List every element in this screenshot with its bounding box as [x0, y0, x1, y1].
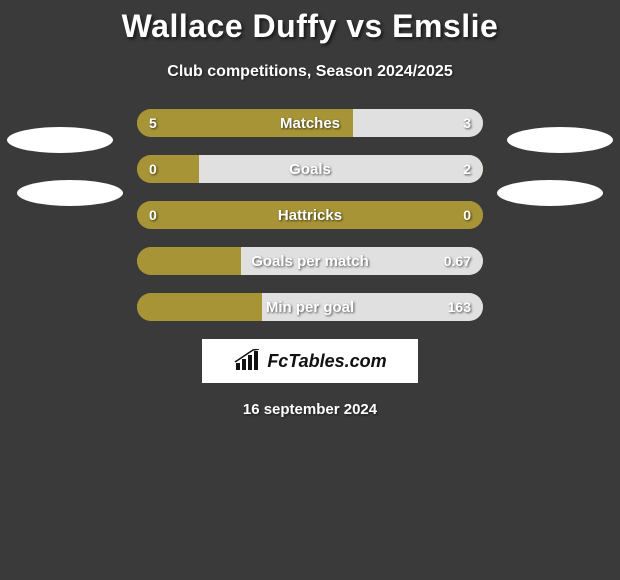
comparison-bars: Matches53Goals02Hattricks00Goals per mat…: [137, 109, 483, 321]
stat-bar-left-segment: [137, 201, 483, 229]
subtitle: Club competitions, Season 2024/2025: [0, 63, 620, 81]
stat-bar-left-segment: [137, 247, 241, 275]
stat-bar-left-value: 0: [149, 155, 157, 183]
stat-bar: Goals02: [137, 155, 483, 183]
player1-name: Wallace Duffy: [122, 8, 337, 44]
player1-badge-placeholder-2: [17, 180, 123, 206]
player2-name: Emslie: [392, 8, 498, 44]
chart-icon: [233, 349, 261, 373]
stat-bar-left-segment: [137, 109, 353, 137]
header: Wallace Duffy vs Emslie Club competition…: [0, 0, 620, 81]
footer-date: 16 september 2024: [0, 401, 620, 418]
page-title: Wallace Duffy vs Emslie: [0, 8, 620, 45]
stat-bar-right-value: 0: [463, 201, 471, 229]
footer-logo-text: FcTables.com: [267, 351, 386, 372]
stat-bar-right-value: 163: [448, 293, 471, 321]
stat-bar-left-segment: [137, 155, 199, 183]
player2-badge-placeholder-2: [497, 180, 603, 206]
stat-bar-right-value: 3: [463, 109, 471, 137]
stat-bar-right-segment: [199, 155, 483, 183]
stat-bar: Min per goal163: [137, 293, 483, 321]
player1-badge-placeholder-1: [7, 127, 113, 153]
stat-bar-left-value: 5: [149, 109, 157, 137]
stat-bar: Hattricks00: [137, 201, 483, 229]
stat-bar-left-value: 0: [149, 201, 157, 229]
footer-logo: FcTables.com: [202, 339, 418, 383]
stat-bar-left-segment: [137, 293, 262, 321]
stat-bar: Matches53: [137, 109, 483, 137]
player2-badge-placeholder-1: [507, 127, 613, 153]
comparison-content: Matches53Goals02Hattricks00Goals per mat…: [0, 109, 620, 418]
vs-text: vs: [346, 8, 383, 44]
stat-bar: Goals per match0.67: [137, 247, 483, 275]
stat-bar-right-value: 0.67: [444, 247, 471, 275]
stat-bar-right-value: 2: [463, 155, 471, 183]
